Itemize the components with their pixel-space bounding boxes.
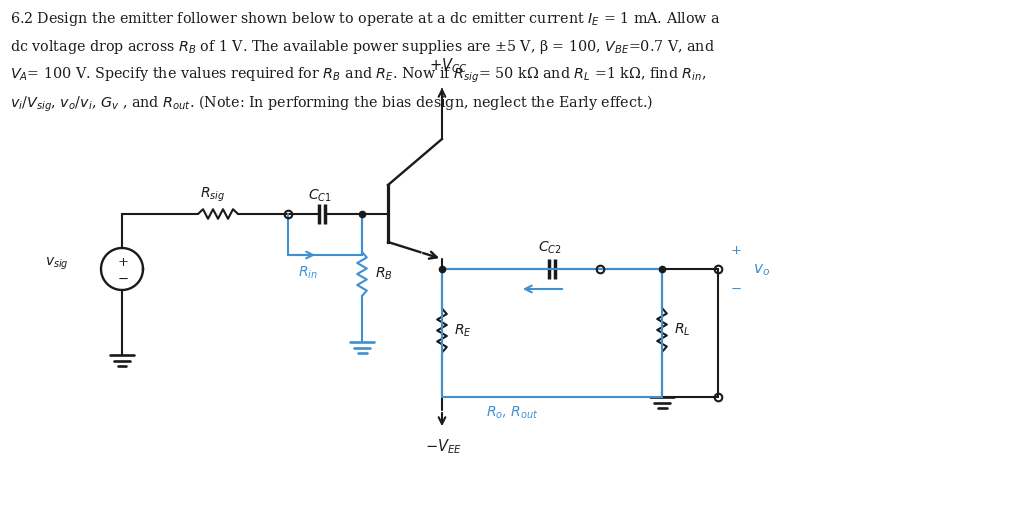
Text: +: +	[730, 243, 741, 257]
Text: $-$: $-$	[730, 281, 741, 295]
Text: $+V_{CC}$: $+V_{CC}$	[429, 56, 467, 75]
Text: +: +	[118, 256, 128, 269]
Text: $v_o$: $v_o$	[753, 262, 770, 278]
Text: $R_o$, $R_{out}$: $R_o$, $R_{out}$	[485, 405, 539, 421]
Text: dc voltage drop across $R_B$ of 1 V. The available power supplies are ±5 V, β = : dc voltage drop across $R_B$ of 1 V. The…	[10, 38, 715, 56]
Text: $C_{C1}$: $C_{C1}$	[308, 188, 332, 204]
Text: $v_i$/$V_{sig}$, $v_o$/$v_i$, $G_v$ , and $R_{out}$. (Note: In performing the bi: $v_i$/$V_{sig}$, $v_o$/$v_i$, $G_v$ , an…	[10, 94, 653, 114]
Text: $R_B$: $R_B$	[375, 266, 393, 282]
Text: $R_{sig}$: $R_{sig}$	[201, 186, 225, 204]
Text: $-$: $-$	[117, 272, 129, 284]
Text: $R_E$: $R_E$	[454, 322, 472, 339]
Text: $-V_{EE}$: $-V_{EE}$	[425, 437, 463, 456]
Text: $C_{C2}$: $C_{C2}$	[539, 240, 562, 256]
Text: 6.2 Design the emitter follower shown below to operate at a dc emitter current $: 6.2 Design the emitter follower shown be…	[10, 10, 721, 28]
Text: $v_{sig}$: $v_{sig}$	[45, 256, 69, 272]
Text: $R_L$: $R_L$	[674, 322, 690, 338]
Text: $R_{in}$: $R_{in}$	[298, 265, 317, 281]
Text: $V_A$= 100 V. Specify the values required for $R_B$ and $R_E$. Now if $R_{sig}$=: $V_A$= 100 V. Specify the values require…	[10, 66, 707, 85]
